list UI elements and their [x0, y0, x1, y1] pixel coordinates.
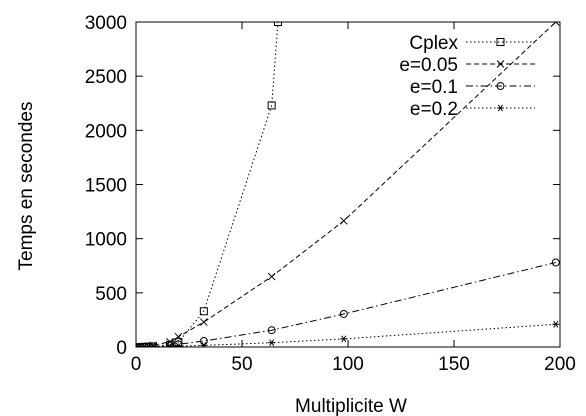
series-line	[138, 323, 556, 347]
data-point-square	[267, 101, 276, 110]
legend-item: Cplex	[409, 33, 535, 54]
data-point-asterisk	[340, 335, 348, 343]
x-tick-label: 150	[438, 354, 470, 375]
series-e-0-1	[136, 258, 560, 347]
data-point-circle	[496, 82, 505, 90]
legend-label: e=0.1	[410, 77, 458, 98]
x-axis-label: Multiplicite W	[295, 396, 407, 416]
data-point-asterisk	[200, 341, 208, 347]
data-point-circle	[267, 326, 276, 335]
y-tick-label: 3000	[85, 13, 127, 34]
series-line	[138, 262, 556, 347]
legend-label: e=0.05	[399, 55, 458, 76]
series-e-0-2	[136, 320, 560, 347]
data-point-circle	[551, 258, 560, 267]
data-point-asterisk	[552, 320, 560, 328]
legend-label: Cplex	[409, 33, 458, 54]
legend-item: e=0.2	[410, 99, 535, 120]
x-tick-label: 50	[231, 354, 252, 375]
y-tick-label: 1000	[85, 230, 127, 251]
y-tick-label: 500	[95, 284, 127, 305]
data-point-asterisk	[136, 343, 144, 347]
plot-border	[135, 21, 561, 348]
data-point-square	[496, 38, 505, 46]
data-point-x	[174, 332, 183, 341]
x-tick-label: 200	[544, 354, 576, 375]
data-point-asterisk	[174, 342, 182, 347]
y-tick-label: 2000	[85, 121, 127, 142]
legend-label: e=0.2	[410, 99, 458, 120]
data-point-circle	[174, 340, 183, 347]
series-cplex	[136, 22, 283, 347]
series-group	[136, 22, 560, 347]
data-point-asterisk	[497, 104, 504, 112]
y-tick-label: 1500	[85, 176, 127, 197]
x-tick-label: 100	[332, 354, 364, 375]
data-point-asterisk	[268, 339, 276, 347]
data-point-x	[199, 318, 208, 326]
data-point-circle	[165, 341, 174, 347]
data-point-x	[339, 216, 348, 225]
x-tick-label: 0	[131, 354, 142, 375]
series-line	[138, 22, 279, 347]
data-point-x	[149, 341, 157, 347]
legend-item: e=0.1	[410, 77, 535, 98]
series-e-0-05	[136, 22, 560, 347]
data-point-asterisk	[149, 343, 157, 347]
data-point-asterisk	[136, 343, 142, 347]
data-point-x	[496, 60, 505, 68]
series-line	[138, 22, 557, 347]
y-tick-label: 0	[116, 338, 127, 359]
data-point-asterisk	[166, 343, 174, 347]
data-point-circle	[339, 309, 348, 318]
data-point-x	[551, 22, 560, 26]
y-axis-label: Temps en secondes	[16, 102, 37, 271]
data-point-square	[274, 22, 283, 26]
legend-item: e=0.05	[399, 55, 535, 76]
data-point-square	[199, 307, 208, 316]
data-point-x	[267, 272, 276, 281]
plot-frame	[135, 21, 561, 348]
y-tick-label: 2500	[85, 67, 127, 88]
